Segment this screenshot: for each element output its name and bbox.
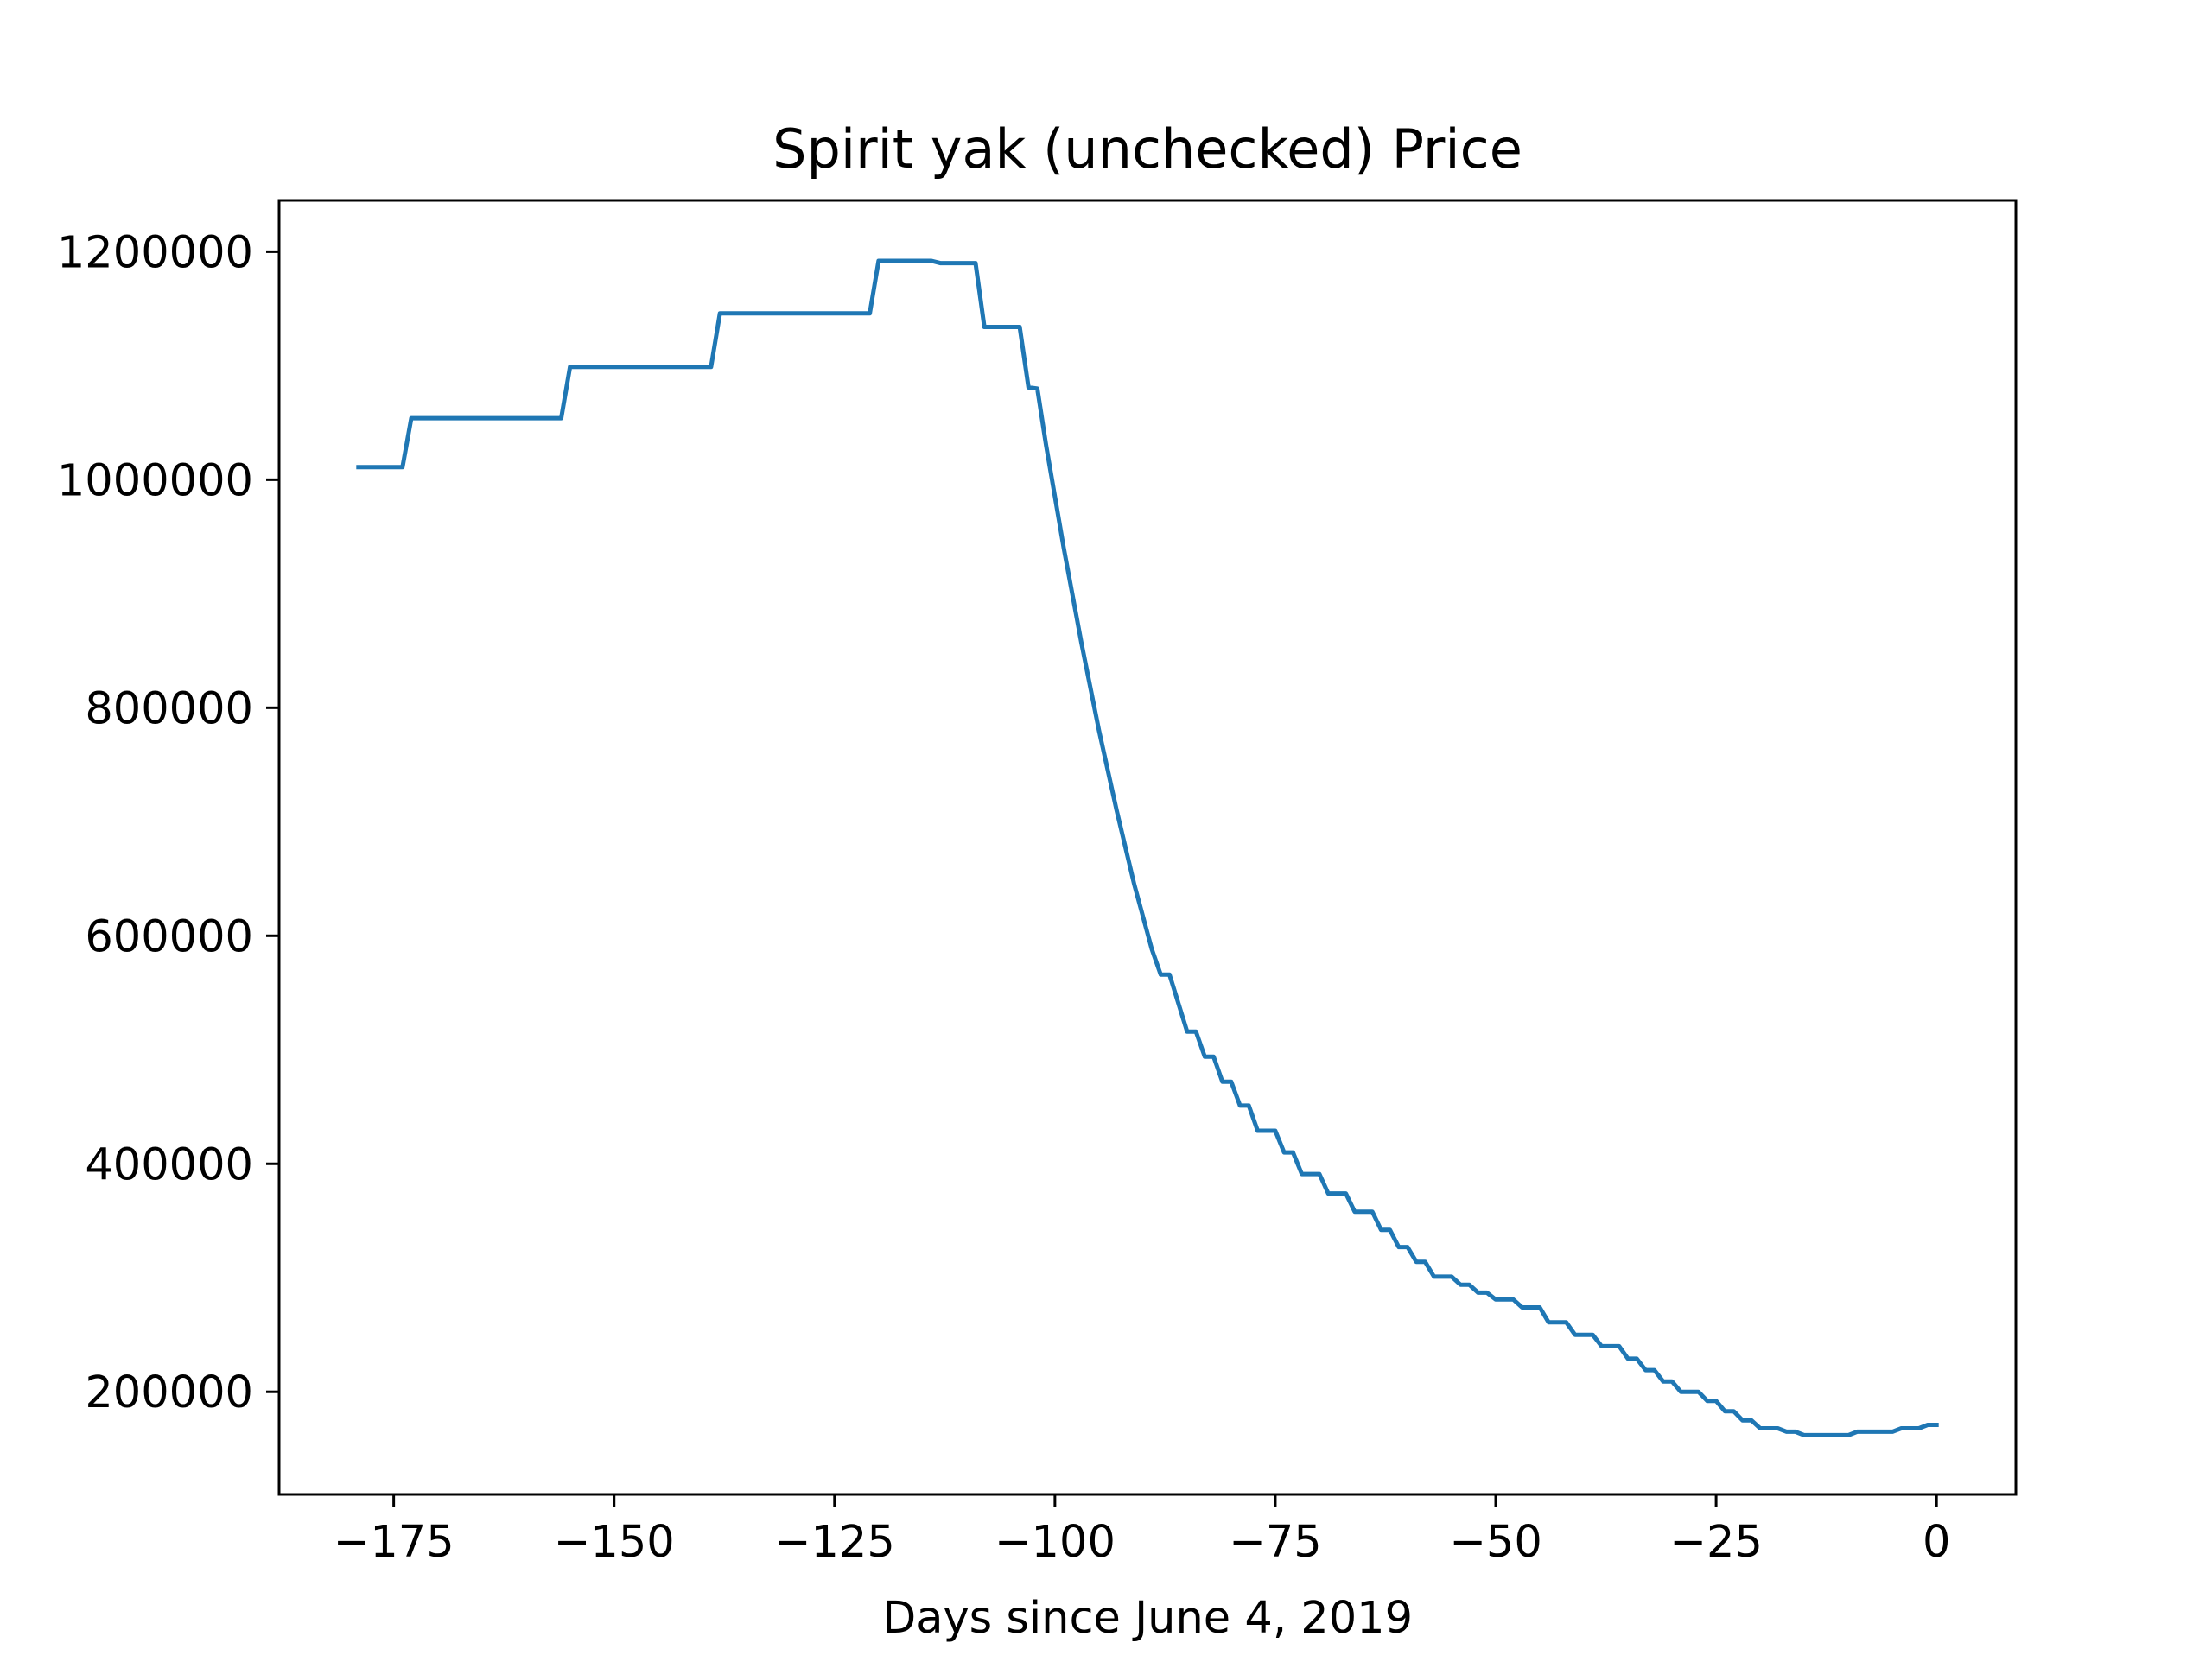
x-axis-label: Days since June 4, 2019 (882, 1593, 1413, 1644)
axis-ticks: −175 −150 −125 −100 −75 −50 −25 0 200000 400000 60… (57, 227, 1951, 1568)
plot-area-frame (277, 199, 2018, 1496)
y-tick-label: 1200000 (57, 227, 253, 278)
x-tick-label: −25 (1669, 1517, 1763, 1568)
x-tick-label: −175 (334, 1517, 454, 1568)
y-tick-label: 800000 (85, 683, 253, 734)
x-tick-label: 0 (1923, 1517, 1950, 1568)
x-tick-label: −75 (1229, 1517, 1322, 1568)
price-series-line (356, 258, 1939, 1437)
x-tick-label: −100 (995, 1517, 1116, 1568)
plot-area-background (279, 200, 2016, 1494)
y-tick-label: 1000000 (57, 455, 253, 506)
chart-title: Spirit yak (unchecked) Price (772, 117, 1522, 181)
x-tick-label: −125 (774, 1517, 895, 1568)
x-tick-label: −150 (554, 1517, 675, 1568)
y-tick-label: 600000 (85, 911, 253, 962)
series-layer (356, 258, 1939, 1437)
y-tick-label: 400000 (85, 1139, 253, 1190)
x-tick-label: −50 (1449, 1517, 1542, 1568)
y-tick-label: 200000 (85, 1367, 253, 1418)
